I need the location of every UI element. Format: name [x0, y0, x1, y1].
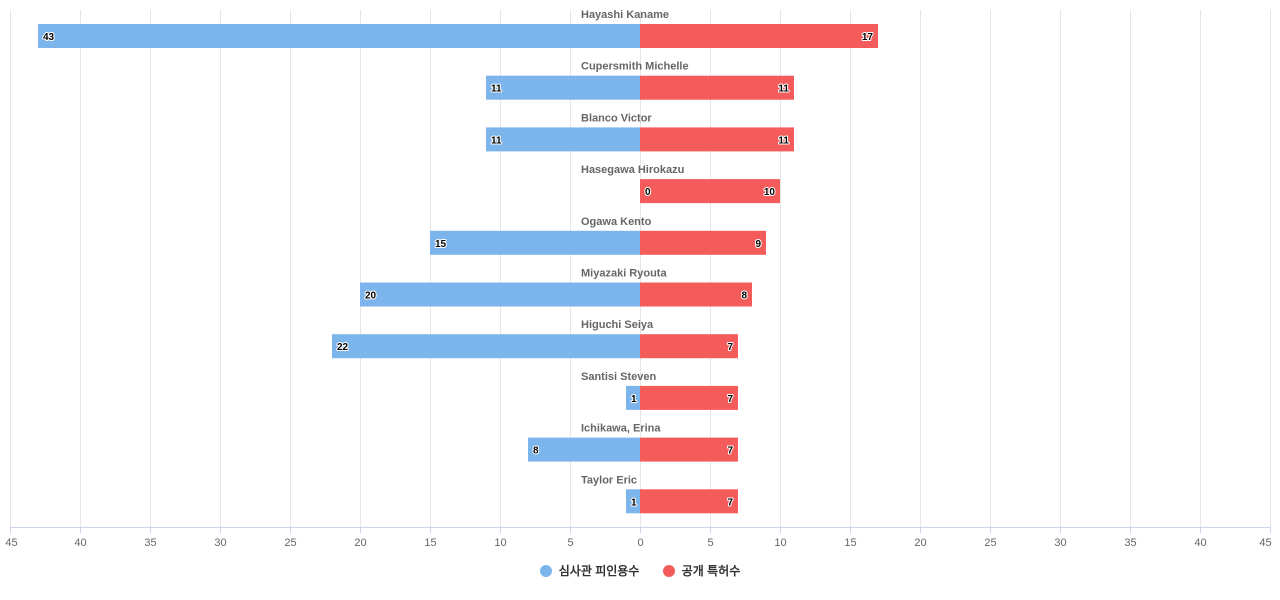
data-label: 0 [645, 187, 651, 198]
data-label: 8 [741, 291, 747, 302]
x-axis: 45 40 35 30 25 20 15 10 5 0 5 10 15 20 25 30 35 40 45 [5, 527, 1272, 549]
x-tick-label: 45 [1259, 537, 1271, 549]
x-tick-label: 30 [214, 537, 226, 549]
x-tick-label: 35 [144, 537, 156, 549]
data-label: 11 [491, 84, 502, 95]
x-tick-label: 15 [844, 537, 856, 549]
x-tick-label: 10 [494, 537, 506, 549]
category-label: Hasegawa Hirokazu [581, 164, 684, 176]
x-tick-label: 15 [424, 537, 436, 549]
legend-item-examiner-citations[interactable]: 심사관 피인용수 [539, 562, 640, 579]
category-label: Cupersmith Michelle [581, 61, 689, 73]
x-tick-label: 40 [1194, 537, 1206, 549]
category-label: Hayashi Kaname [581, 9, 669, 21]
category-label: Ogawa Kento [581, 216, 652, 228]
category-label: Santisi Steven [581, 371, 656, 383]
legend-item-published-patents[interactable]: 공개 특허수 [662, 562, 741, 579]
bar-examiner-citations [360, 282, 640, 307]
data-label: 7 [727, 497, 733, 508]
bar-published-patents [640, 75, 794, 100]
legend-marker-blue [539, 564, 552, 577]
x-tick-label: 20 [354, 537, 366, 549]
bar-published-patents [640, 282, 752, 307]
x-tick-label: 25 [984, 537, 996, 549]
legend-marker-red [662, 564, 675, 577]
category-label: Miyazaki Ryouta [581, 268, 667, 280]
data-label: 15 [435, 239, 447, 250]
category-label: Higuchi Seiya [581, 319, 654, 331]
bars [38, 24, 878, 514]
data-label: 11 [491, 135, 502, 146]
category-label: Blanco Victor [581, 112, 652, 124]
category-label: Taylor Eric [581, 474, 637, 486]
data-label: 43 [43, 32, 55, 43]
x-tick-label: 5 [567, 537, 573, 549]
x-tick-label: 5 [707, 537, 713, 549]
x-tick-label: 25 [284, 537, 296, 549]
x-tick-label: 10 [774, 537, 786, 549]
bar-published-patents [640, 489, 738, 514]
bar-examiner-citations [528, 437, 640, 462]
bar-examiner-citations [38, 24, 640, 48]
data-label: 9 [755, 239, 761, 250]
data-label: 8 [533, 446, 539, 457]
data-label: 22 [337, 342, 349, 353]
bar-published-patents [640, 179, 780, 204]
data-label: 7 [727, 342, 733, 353]
bar-published-patents [640, 127, 794, 152]
x-tick-label: 30 [1054, 537, 1066, 549]
bar-published-patents [640, 230, 766, 255]
legend-label: 심사관 피인용수 [558, 564, 640, 578]
data-label: 1 [631, 497, 637, 508]
data-label: 7 [727, 446, 733, 457]
x-tick-label: 40 [74, 537, 86, 549]
category-label: Ichikawa, Erina [581, 423, 661, 435]
x-tick-label: 35 [1124, 537, 1136, 549]
legend-label: 공개 특허수 [681, 564, 741, 578]
legend: 심사관 피인용수 공개 특허수 [0, 562, 1280, 580]
data-label: 11 [778, 84, 789, 95]
data-label: 1 [631, 394, 637, 405]
data-label: 11 [778, 135, 789, 146]
x-tick-label: 20 [914, 537, 926, 549]
bar-examiner-citations [626, 489, 640, 514]
data-label: 20 [365, 291, 377, 302]
bar-published-patents [640, 385, 738, 410]
x-tick-label: 45 [5, 537, 17, 549]
data-label: 10 [764, 187, 776, 198]
bar-examiner-citations [486, 127, 640, 152]
bar-published-patents [640, 334, 738, 359]
bar-examiner-citations [430, 230, 640, 255]
data-label: 17 [862, 32, 874, 43]
bar-published-patents [640, 437, 738, 462]
bar-examiner-citations [332, 334, 640, 359]
x-tick-label: 0 [637, 537, 643, 549]
bar-examiner-citations [486, 75, 640, 100]
bar-published-patents [640, 24, 878, 48]
data-label: 7 [727, 394, 733, 405]
bar-examiner-citations [626, 385, 640, 410]
